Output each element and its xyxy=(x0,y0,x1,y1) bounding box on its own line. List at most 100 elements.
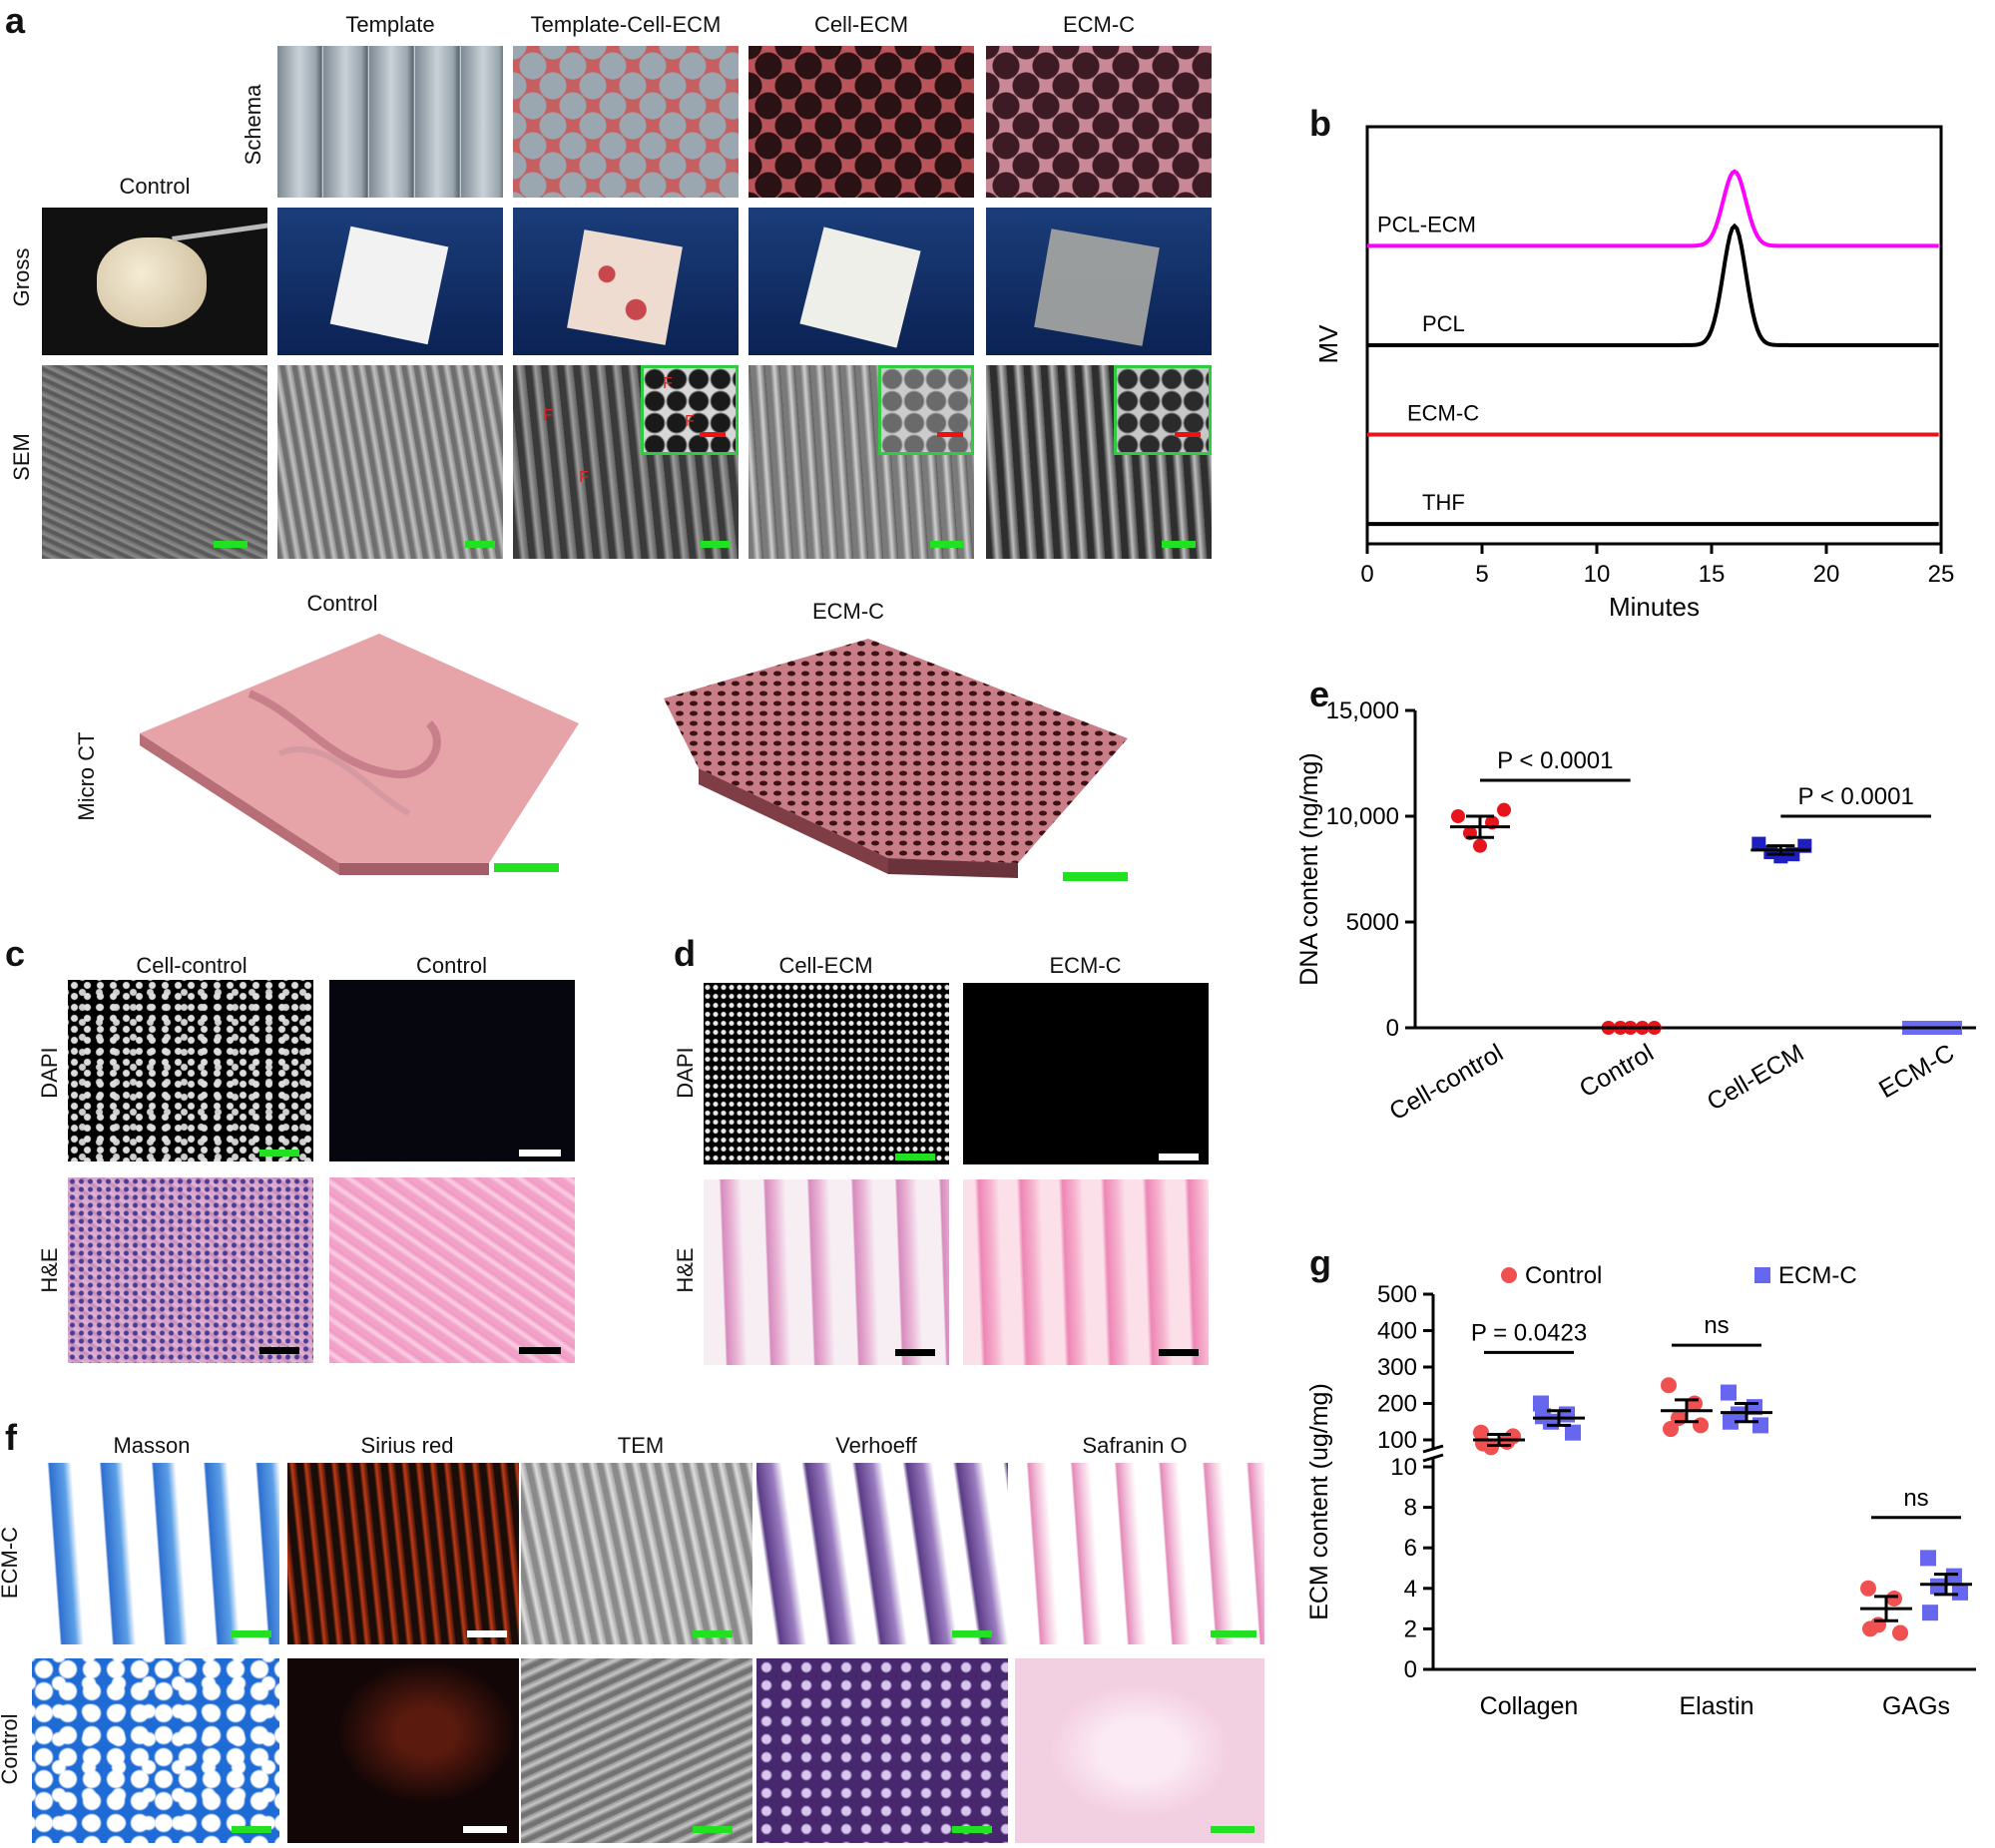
data-point xyxy=(1451,809,1465,823)
data-point xyxy=(1687,1395,1703,1412)
panel-letter-a: a xyxy=(5,0,26,41)
y-tick-label: 400 xyxy=(1377,1318,1417,1345)
y-tick-label: 5000 xyxy=(1346,909,1399,936)
he-ecm-c-image xyxy=(963,1179,1209,1365)
tem-control-image xyxy=(521,1658,752,1843)
data-point xyxy=(1751,836,1766,851)
gross-template-cell-ecm-image xyxy=(513,208,739,355)
scale-bar xyxy=(895,1349,935,1356)
gross-ecm-c-image xyxy=(986,208,1212,355)
panel-letter-c: c xyxy=(5,933,26,974)
trace-label: PCL xyxy=(1422,311,1465,336)
microct-header-control: Control xyxy=(306,591,378,616)
data-point xyxy=(1752,1417,1768,1434)
x-tick-label: 10 xyxy=(1584,561,1611,588)
legend-marker-ecm-c xyxy=(1754,1267,1770,1283)
scale-bar xyxy=(259,1150,299,1156)
scale-bar xyxy=(465,541,495,548)
legend-label-ecm-c: ECM-C xyxy=(1778,1262,1857,1289)
y-axis-label: MV xyxy=(1313,324,1343,364)
row-label-dapi-d: DAPI xyxy=(673,1047,698,1099)
col-header-cell-control: Cell-control xyxy=(136,953,248,978)
col-header-template: Template xyxy=(345,12,435,37)
panel-letter-b: b xyxy=(1309,103,1331,144)
data-point xyxy=(1721,1384,1737,1401)
sirius-red-control-image xyxy=(287,1658,519,1843)
axis-break xyxy=(1422,1453,1444,1463)
microct-ecm-c-render xyxy=(664,639,1128,881)
panel-letter-g: g xyxy=(1309,1242,1331,1283)
col-header-safranin-o: Safranin O xyxy=(1082,1433,1188,1458)
schema-template-image xyxy=(277,46,503,198)
data-point xyxy=(1862,1620,1878,1637)
dapi-ecm-c-image xyxy=(963,983,1209,1164)
he-control-image xyxy=(329,1177,575,1363)
data-point xyxy=(1559,1406,1575,1423)
sem-ecm-c-image xyxy=(986,365,1212,559)
panel-letter-f: f xyxy=(5,1417,17,1458)
trace-label: PCL-ECM xyxy=(1377,212,1476,236)
row-label-schema: Schema xyxy=(241,84,265,166)
chart-b: 0 5 10 15 20 25 Minutes MV PCL-ECM PCL ECM-C THF xyxy=(1313,125,1955,622)
y-tick-label: 10 xyxy=(1390,1454,1417,1481)
col-header-sirius-red: Sirius red xyxy=(360,1433,454,1458)
schema-template-cell-ecm-image xyxy=(513,46,739,198)
he-cell-control-image xyxy=(68,1177,313,1363)
row-label-gross: Gross xyxy=(9,247,34,307)
col-header-control: Control xyxy=(416,953,487,978)
sirius-red-ecm-c-image xyxy=(287,1463,519,1644)
panel-letter-d: d xyxy=(674,933,696,974)
y-tick-label: 2 xyxy=(1404,1616,1417,1642)
data-point xyxy=(1946,1568,1962,1585)
gross-template-image xyxy=(277,208,503,355)
y-tick-label: 500 xyxy=(1377,1281,1417,1308)
dapi-control-image xyxy=(329,980,575,1161)
y-tick-label: 0 xyxy=(1404,1656,1417,1683)
x-tick-label: Collagen xyxy=(1480,1692,1579,1720)
gross-control-image xyxy=(42,208,267,355)
data-point xyxy=(1475,1435,1491,1452)
microct-header-ecm-c: ECM-C xyxy=(811,599,885,624)
scale-bar xyxy=(952,1826,992,1833)
dapi-cell-ecm-image xyxy=(704,983,949,1164)
fiber-mark: F xyxy=(543,407,553,424)
y-axis-label: DNA content (ng/mg) xyxy=(1295,752,1323,985)
control-header: Control xyxy=(119,174,191,199)
scale-bar xyxy=(693,1630,733,1637)
col-header-template-cell-ecm: Template-Cell-ECM xyxy=(530,12,722,37)
y-tick-label: 4 xyxy=(1404,1576,1417,1603)
y-tick-label: 300 xyxy=(1377,1354,1417,1381)
fiber-mark: F xyxy=(663,375,673,392)
significance-label: ns xyxy=(1704,1312,1729,1339)
scale-bar xyxy=(232,1630,271,1637)
scale-bar xyxy=(700,432,726,437)
scale-bar xyxy=(232,1826,271,1833)
y-tick-label: 15,000 xyxy=(1326,697,1399,724)
scale-bar xyxy=(259,1347,299,1354)
trace-pcl-ecm xyxy=(1367,169,1939,248)
scale-bar xyxy=(1211,1826,1254,1833)
data-point xyxy=(1533,1395,1549,1412)
x-tick-label: 25 xyxy=(1928,561,1955,588)
x-tick-label: 5 xyxy=(1475,561,1488,588)
verhoeff-ecm-c-image xyxy=(756,1463,1008,1644)
scale-bar xyxy=(1162,541,1196,548)
safranin-o-ecm-c-image xyxy=(1015,1463,1264,1644)
significance-label: ns xyxy=(1903,1485,1928,1512)
plot-frame xyxy=(1365,125,1943,546)
scale-bar xyxy=(1175,432,1201,437)
axis-break xyxy=(1422,1444,1444,1454)
scale-bar xyxy=(519,1347,561,1354)
schema-ecm-c-image xyxy=(986,46,1212,198)
safranin-o-control-image xyxy=(1015,1658,1264,1843)
chart-g: 100 200 300 400 500 0 2 4 6 8 10 ECM content (ug/mg… xyxy=(1305,1262,1976,1720)
scale-bar xyxy=(494,863,559,872)
col-header-ecm-c-d: ECM-C xyxy=(1049,953,1122,978)
data-point xyxy=(1565,1424,1581,1441)
y-tick-label: 6 xyxy=(1404,1535,1417,1562)
scale-bar xyxy=(467,1630,507,1637)
scale-bar xyxy=(701,541,731,548)
data-point xyxy=(1505,1428,1521,1445)
panel-letter-e: e xyxy=(1309,674,1330,714)
sem-inset xyxy=(1114,365,1212,455)
